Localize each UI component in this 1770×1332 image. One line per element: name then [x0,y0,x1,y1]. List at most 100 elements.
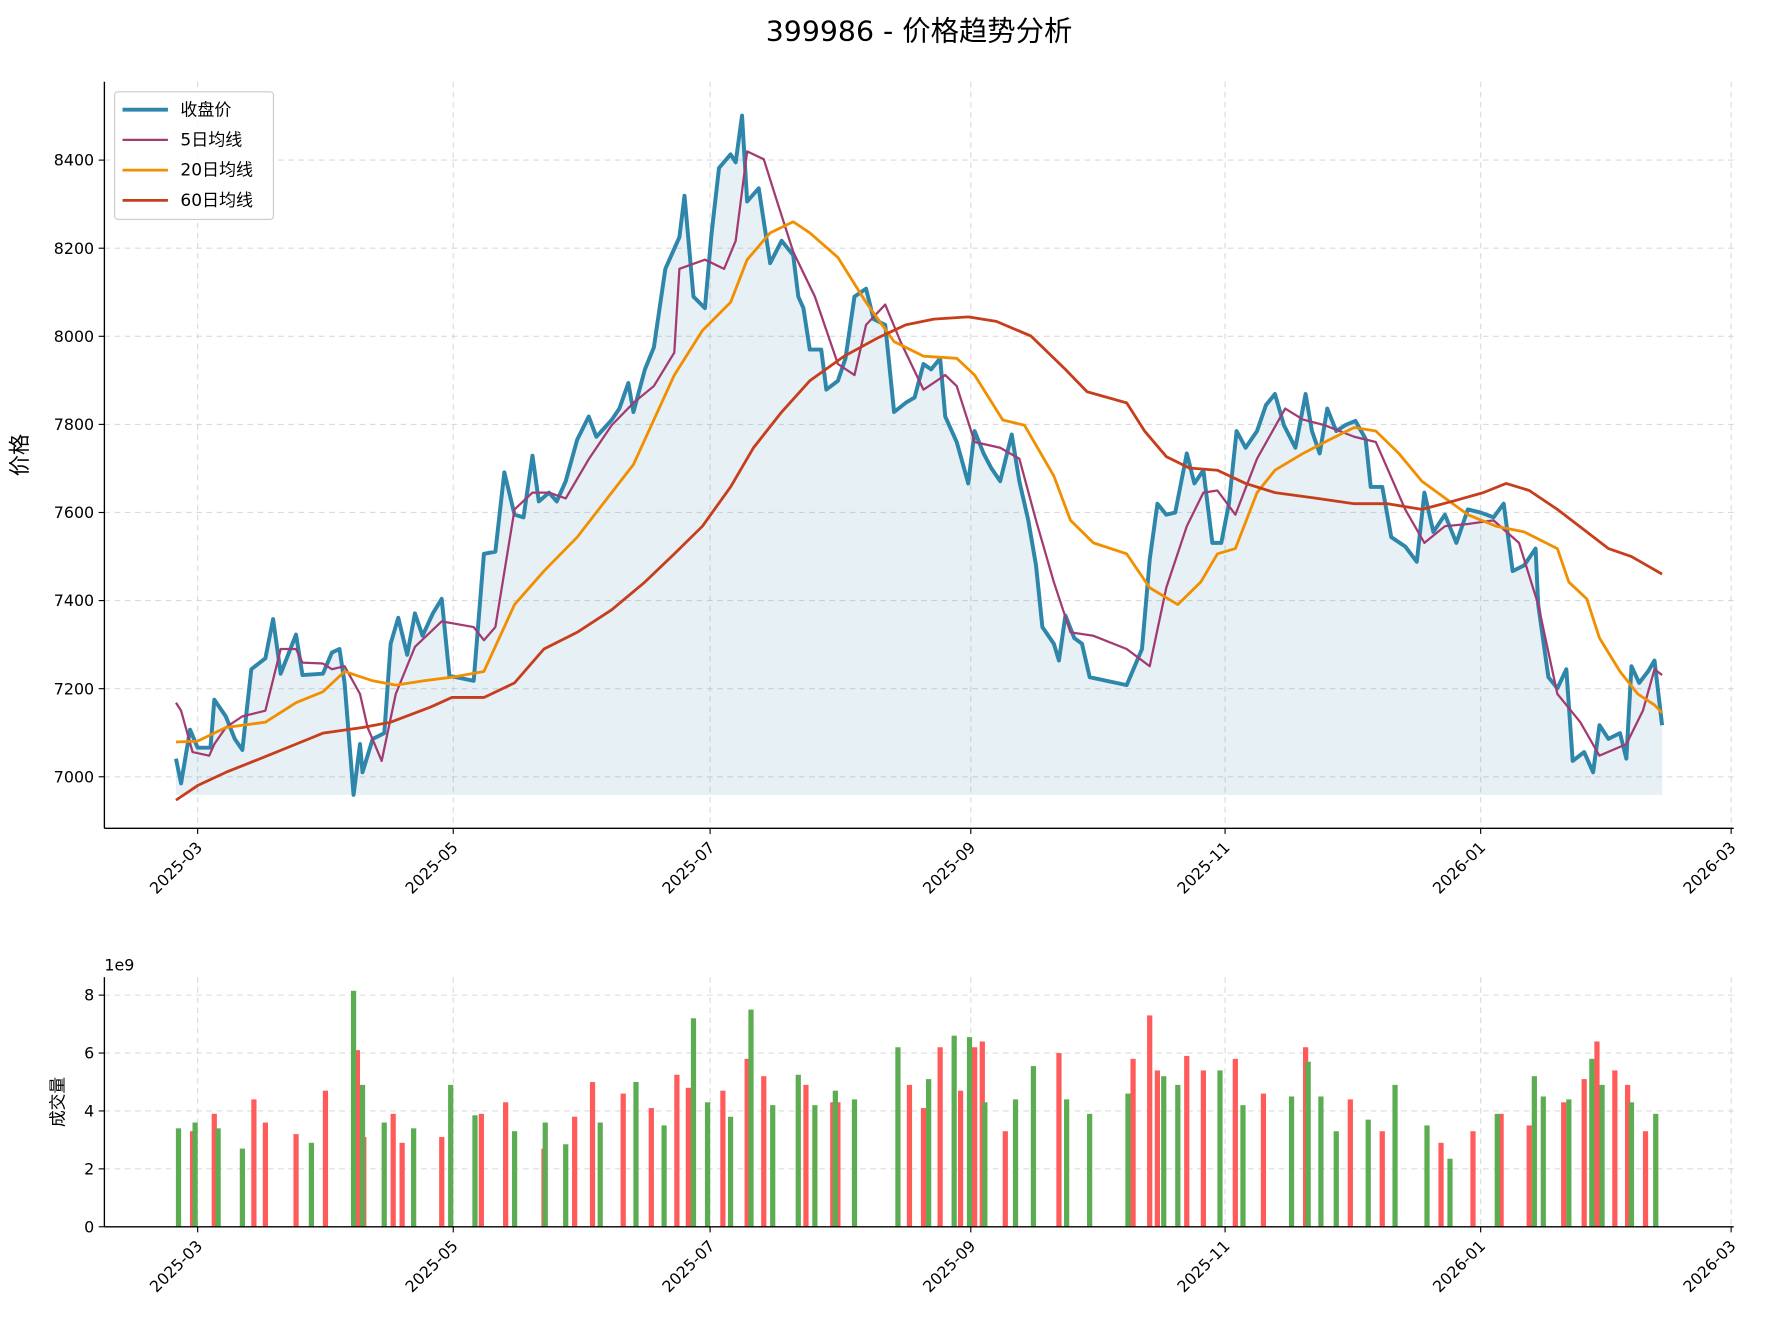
chart-title: 399986 - 价格趋势分析 [766,14,1073,47]
volume-bar [795,1074,801,1227]
volume-bar [1200,1070,1206,1227]
volume-bar [381,1122,387,1227]
x-tick-label: 2026-03 [1679,838,1739,898]
legend-label: 收盘价 [180,99,231,119]
y-tick-label: 7400 [54,591,94,610]
volume-bar [192,1122,198,1227]
volume-bar [390,1113,396,1227]
volume-bar [1594,1041,1600,1227]
y-tick-label: 7600 [54,503,94,522]
volume-bar [982,1102,988,1227]
volume-bar [472,1115,478,1227]
volume-bar [1447,1158,1453,1227]
series-line [175,220,1664,744]
volume-bar [1365,1119,1371,1227]
offset-label: 1e9 [104,956,134,975]
volume-bar [589,1081,596,1227]
x-tick-label: 2025-03 [146,838,206,898]
volume-bar [1318,1096,1324,1227]
x-tick-label: 2025-11 [1173,838,1233,898]
x-tick-label: 2026-03 [1679,1236,1739,1296]
volume-bar [1581,1079,1587,1227]
close-area [175,115,1663,795]
volume-bar [308,1142,315,1227]
y-tick-label: 7200 [54,679,94,698]
volume-bar [478,1113,484,1227]
x-tick-label: 2025-11 [1173,1236,1233,1296]
volume-bar [1012,1099,1019,1227]
volume-bar [895,1047,901,1227]
volume-bar [770,1105,776,1227]
volume-bar [685,1087,691,1227]
volume-bar [572,1116,578,1227]
volume-bar [597,1122,603,1227]
volume-bar [359,1084,366,1227]
volume-bar [1240,1105,1246,1227]
volume-bar [399,1142,405,1227]
volume-bar [972,1047,978,1227]
volume-bar [439,1137,445,1227]
volume-bar [1161,1076,1167,1227]
volume-bar [1260,1093,1267,1227]
y-tick-label: 0 [84,1217,94,1236]
volume-bar [1064,1099,1070,1227]
y-tick-label: 7000 [54,767,94,786]
y-tick-label: 2 [84,1160,94,1179]
volume-bar [1087,1113,1093,1227]
volume-bar [1625,1084,1631,1227]
legend-label: 60日均线 [180,190,253,210]
legend-label: 20日均线 [180,160,253,180]
y-tick-label: 6 [84,1044,94,1063]
volume-bar [690,1018,697,1227]
volume-bar [1147,1015,1153,1227]
volume-bar [1531,1076,1537,1227]
series-line [175,315,1663,802]
volume-bar [1288,1096,1295,1227]
volume-bar [542,1122,548,1227]
volume-bar [411,1128,417,1227]
volume-bar [262,1122,269,1227]
x-tick-label: 2026-01 [1429,1236,1489,1296]
volume-bar [1217,1070,1223,1227]
volume-bar [926,1079,932,1227]
x-tick-label: 2025-09 [919,838,979,898]
volume-bar [1175,1084,1181,1227]
volume-bar [906,1084,913,1227]
volume-bar [1498,1113,1504,1227]
volume-bar [720,1090,726,1227]
x-tick-label: 2026-01 [1429,838,1489,898]
volume-bar [1642,1131,1649,1227]
volume-bar [1628,1102,1635,1227]
volume-bar [761,1076,767,1227]
volume-bar [812,1105,818,1227]
volume-bar [1056,1053,1062,1227]
volume-bar [1540,1096,1546,1227]
y-axis-label: 成交量 [47,1077,67,1127]
volume-bar [1494,1113,1500,1227]
volume-bar [1526,1125,1532,1227]
volume-bar [1184,1055,1190,1227]
volume-bar [648,1108,654,1227]
volume-bar [1232,1058,1238,1227]
volume-bar [620,1093,626,1227]
volume-bar [633,1081,639,1227]
y-tick-label: 8 [84,986,94,1005]
volume-bar [354,1050,361,1227]
legend-box [114,91,275,220]
volume-bar [1392,1084,1398,1227]
volume-bar [293,1134,299,1227]
legend: 收盘价 5日均线 20日均线 60日均线 [114,91,275,220]
x-tick-label: 2025-07 [658,838,718,898]
legend-label: 5日均线 [180,130,242,150]
volume-bar [1379,1131,1385,1227]
volume-bar [1305,1061,1311,1227]
x-tick-label: 2025-09 [919,1236,979,1296]
volume-bar [251,1099,257,1227]
volume-bar [211,1113,217,1227]
volume-bar [511,1131,518,1227]
volume-bar [215,1128,221,1227]
volume-bar [966,1037,973,1227]
x-tick-label: 2025-05 [401,838,461,898]
